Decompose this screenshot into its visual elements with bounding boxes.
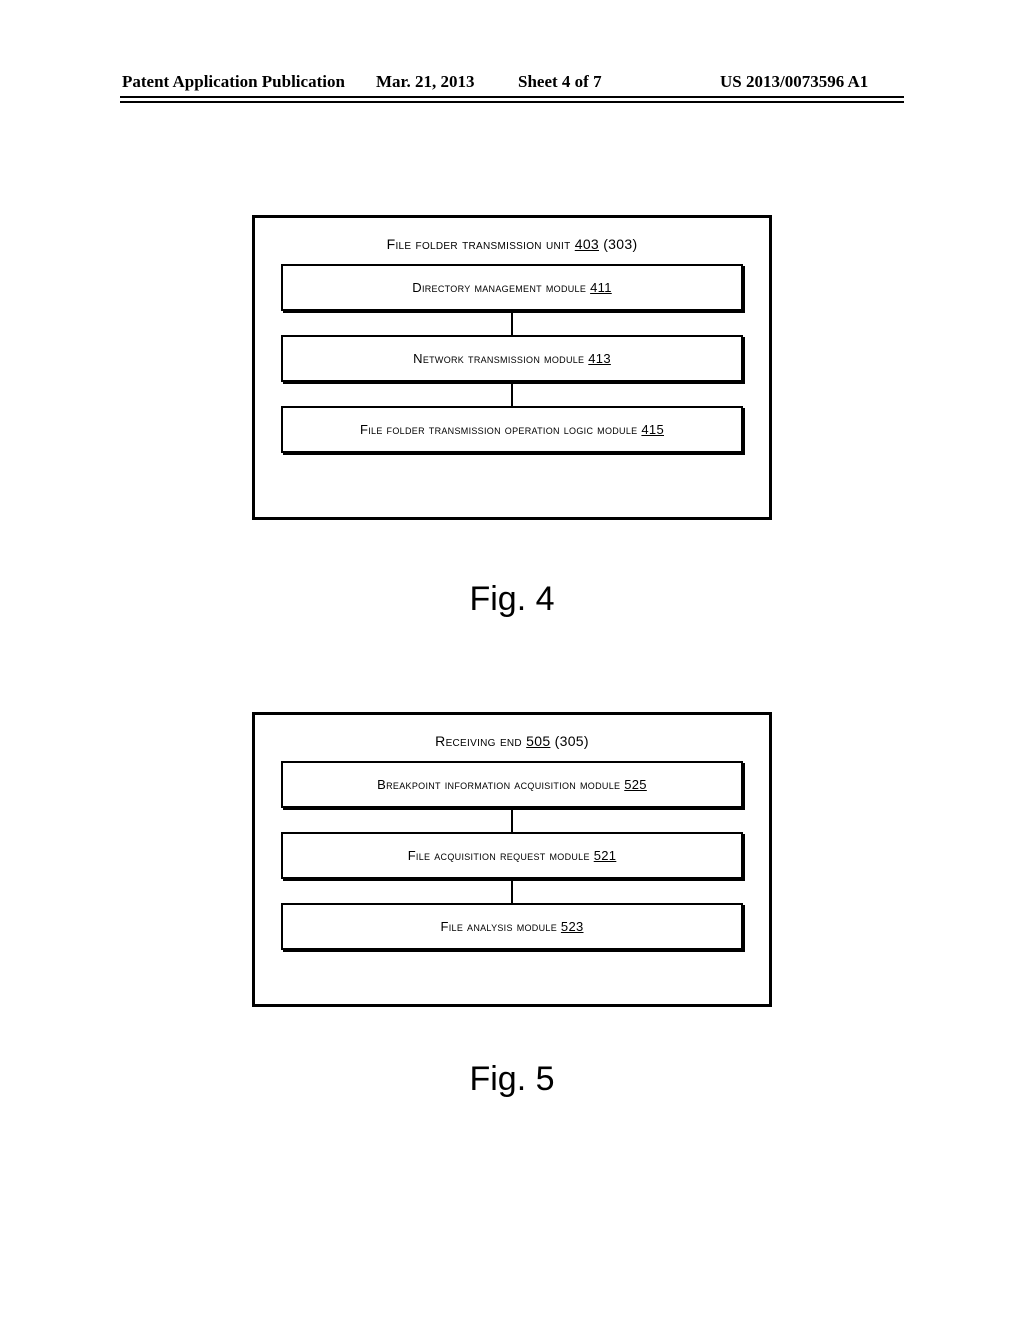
publication-date: Mar. 21, 2013	[376, 72, 475, 92]
header-rule-bottom	[120, 101, 904, 103]
module-label: Breakpoint information acquisition modul…	[377, 777, 620, 792]
fig5-container: Receiving end 505 (305) Breakpoint infor…	[252, 712, 772, 1007]
fig5-container-altref: (305)	[555, 733, 589, 749]
sheet-counter: Sheet 4 of 7	[518, 72, 602, 92]
module-ref: 521	[594, 848, 617, 863]
fig5-container-ref: 505	[526, 733, 550, 749]
fig4-container: File folder transmission unit 403 (303) …	[252, 215, 772, 520]
fig4-module-0: Directory management module 411	[281, 264, 743, 311]
fig4-caption: Fig. 4	[469, 580, 554, 619]
fig4-container-title: File folder transmission unit 403 (303)	[281, 236, 743, 252]
fig5-module-1: File acquisition request module 521	[281, 832, 743, 879]
module-label: File folder transmission operation logic…	[360, 422, 637, 437]
module-ref: 415	[641, 422, 664, 437]
fig5-module-0: Breakpoint information acquisition modul…	[281, 761, 743, 808]
publication-number: US 2013/0073596 A1	[720, 72, 868, 92]
fig4-module-2: File folder transmission operation logic…	[281, 406, 743, 453]
module-label: File analysis module	[440, 919, 557, 934]
module-label: File acquisition request module	[408, 848, 590, 863]
connector	[511, 879, 513, 903]
fig5-module-2: File analysis module 523	[281, 903, 743, 950]
module-label: Network transmission module	[413, 351, 584, 366]
fig4-container-altref: (303)	[603, 236, 637, 252]
connector	[511, 382, 513, 406]
connector	[511, 311, 513, 335]
fig5-container-title: Receiving end 505 (305)	[281, 733, 743, 749]
patent-figure-page: Patent Application Publication Mar. 21, …	[0, 0, 1024, 1320]
publication-type: Patent Application Publication	[122, 72, 345, 92]
module-label: Directory management module	[412, 280, 586, 295]
fig5-caption: Fig. 5	[469, 1060, 554, 1099]
fig5-container-label: Receiving end	[435, 733, 522, 749]
module-ref: 523	[561, 919, 584, 934]
fig4-module-1: Network transmission module 413	[281, 335, 743, 382]
module-ref: 411	[590, 280, 612, 295]
header-rule-top	[120, 96, 904, 98]
fig4-container-label: File folder transmission unit	[387, 236, 571, 252]
module-ref: 525	[624, 777, 647, 792]
module-ref: 413	[588, 351, 611, 366]
connector	[511, 808, 513, 832]
fig4-container-ref: 403	[575, 236, 599, 252]
